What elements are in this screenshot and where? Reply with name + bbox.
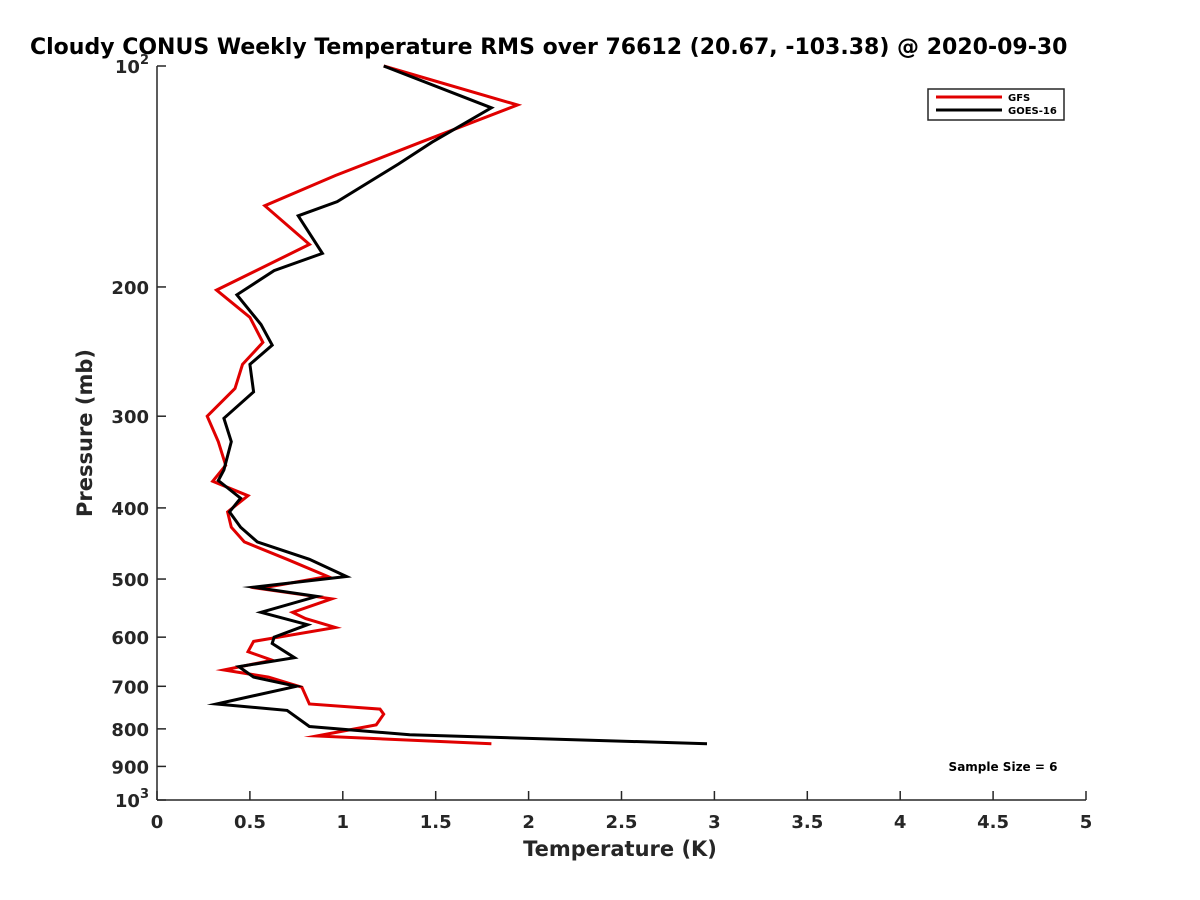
x-tick-label: 5	[1080, 812, 1093, 833]
y-tick-label: 102	[115, 53, 149, 78]
y-tick-label: 600	[111, 628, 149, 649]
x-tick-label: 3.5	[791, 812, 823, 833]
legend: GFS GOES-16	[927, 88, 1065, 121]
y-tick-label: 900	[111, 757, 149, 778]
y-tick-label: 400	[111, 499, 149, 520]
y-tick-label: 200	[111, 278, 149, 299]
x-tick-label: 2.5	[606, 812, 638, 833]
y-tick-label: 300	[111, 407, 149, 428]
x-tick-label: 3	[708, 812, 721, 833]
x-tick-label: 0.5	[234, 812, 266, 833]
y-tick-label: 700	[111, 677, 149, 698]
legend-label: GOES-16	[1008, 106, 1057, 117]
x-tick-label: 0	[151, 812, 164, 833]
sample-size-annotation: Sample Size = 6	[949, 760, 1058, 774]
x-tick-label: 1.5	[420, 812, 452, 833]
chart-title: Cloudy CONUS Weekly Temperature RMS over…	[30, 35, 1067, 60]
series-layer	[205, 64, 708, 746]
legend-label: GFS	[1008, 93, 1030, 104]
y-tick-label: 103	[115, 787, 149, 812]
y-axis-title: Pressure (mb)	[73, 349, 97, 517]
legend-box	[927, 88, 1065, 121]
y-tick-label: 800	[111, 720, 149, 741]
x-tick-label: 4.5	[977, 812, 1009, 833]
x-tick-label: 4	[894, 812, 907, 833]
series-line-goes-16	[206, 64, 708, 746]
axes-layer: 0 0.5 1 1.5 2 2.5 3 3.5 4 4.5 5 102 200 300 400 500 600 7…	[111, 53, 1092, 833]
x-tick-label: 1	[337, 812, 350, 833]
x-tick-label: 2	[522, 812, 535, 833]
y-tick-label: 500	[111, 570, 149, 591]
x-axis-title: Temperature (K)	[523, 837, 717, 861]
